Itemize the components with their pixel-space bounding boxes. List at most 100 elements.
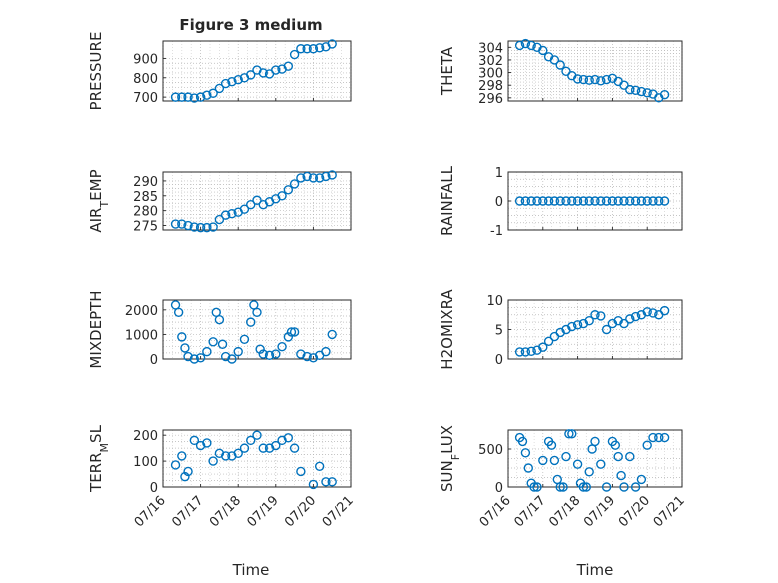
data-point [538,196,548,206]
data-point [252,307,262,317]
x-tick-label: 07/16 [477,493,514,530]
data-point [296,466,306,477]
data-point [289,327,300,337]
data-point [619,318,629,329]
data-point [214,83,225,94]
data-point [572,74,583,84]
subplot-mixdepth: 0 1000 2000 MIXDEPTH [87,290,352,369]
subplot-h2omixra: 0 5 10 H2OMIXRA [438,289,683,370]
data-point [239,443,250,453]
data-point [601,482,612,492]
data-point [189,354,200,364]
axis-box [162,429,352,488]
data-point [578,196,589,206]
axis-box [162,171,352,231]
y-axis-label: THETA [438,46,456,96]
data-point [659,89,670,100]
data-point [659,432,670,443]
data-point [619,482,629,492]
axis-box [162,40,352,102]
data-point [189,435,200,446]
y-tick-label: 280 [133,205,158,220]
data-point [642,88,652,98]
data-point [264,443,275,453]
x-tick-label: 07/18 [546,493,583,530]
y-tick-label: 10 [486,294,503,309]
data-point [220,210,231,220]
data-point [170,219,181,229]
data-point [183,220,193,231]
x-axis-label-left: Time [232,561,270,579]
y-tick-label: 285 [133,190,158,205]
data-point [327,39,337,49]
data-point [529,482,539,492]
data-point [233,346,243,357]
data-point [532,482,542,492]
data-point [642,440,652,450]
y-tick-label: 2000 [125,304,158,319]
x-tick-label: 07/16 [132,493,169,530]
data-point [277,191,287,201]
data-point [581,482,591,492]
data-point [189,93,200,103]
data-point [619,196,629,206]
data-point [258,68,268,78]
data-point [648,308,658,318]
y-tick-label: 5 [495,324,503,339]
data-point [625,451,635,462]
data-point [596,459,606,469]
data-point [572,196,583,206]
data-point [289,443,300,453]
data-point [549,196,560,206]
data-point [195,440,206,451]
data-point [271,349,281,359]
data-point [596,311,606,321]
y-tick-label: 1 [495,166,503,181]
data-point [233,448,243,459]
data-point [173,307,184,317]
data-point [520,347,531,357]
data-point [520,196,531,206]
data-point [252,195,262,205]
data-point [208,222,218,232]
data-point [233,75,243,85]
data-point [202,346,212,357]
data-point [195,222,206,233]
data-point [642,196,652,206]
y-tick-label: 290 [133,175,158,190]
data-point [283,332,294,342]
y-axis-label: H2OMIXRA [438,289,456,370]
data-point [183,466,193,477]
data-point [183,351,193,362]
data-point [239,204,250,214]
axis-box [162,299,352,360]
data-point [302,44,312,54]
data-point [283,433,294,443]
data-point [526,40,536,51]
data-point [170,460,181,470]
y-tick-label: 300 [478,67,503,82]
data-point [321,171,331,182]
data-point [648,432,658,443]
subplot-rainfall: -1 0 1 RAINFALL [438,165,683,239]
data-point [314,173,325,183]
y-tick-label: 296 [478,92,503,107]
y-tick-label: 0 [150,481,158,496]
data-point [546,440,557,450]
y-tick-label: 800 [133,72,158,87]
data-point [202,90,212,100]
data-point [601,324,612,335]
data-point [170,92,181,102]
data-point [555,482,565,492]
data-point [321,346,331,357]
data-point [252,430,262,440]
x-tick-label: 07/19 [245,493,282,530]
data-point [584,315,594,326]
y-axis-label: RAINFALL [438,165,456,236]
data-point [321,477,331,487]
data-point [526,196,536,206]
axis-box [507,429,683,488]
data-point [561,451,571,462]
